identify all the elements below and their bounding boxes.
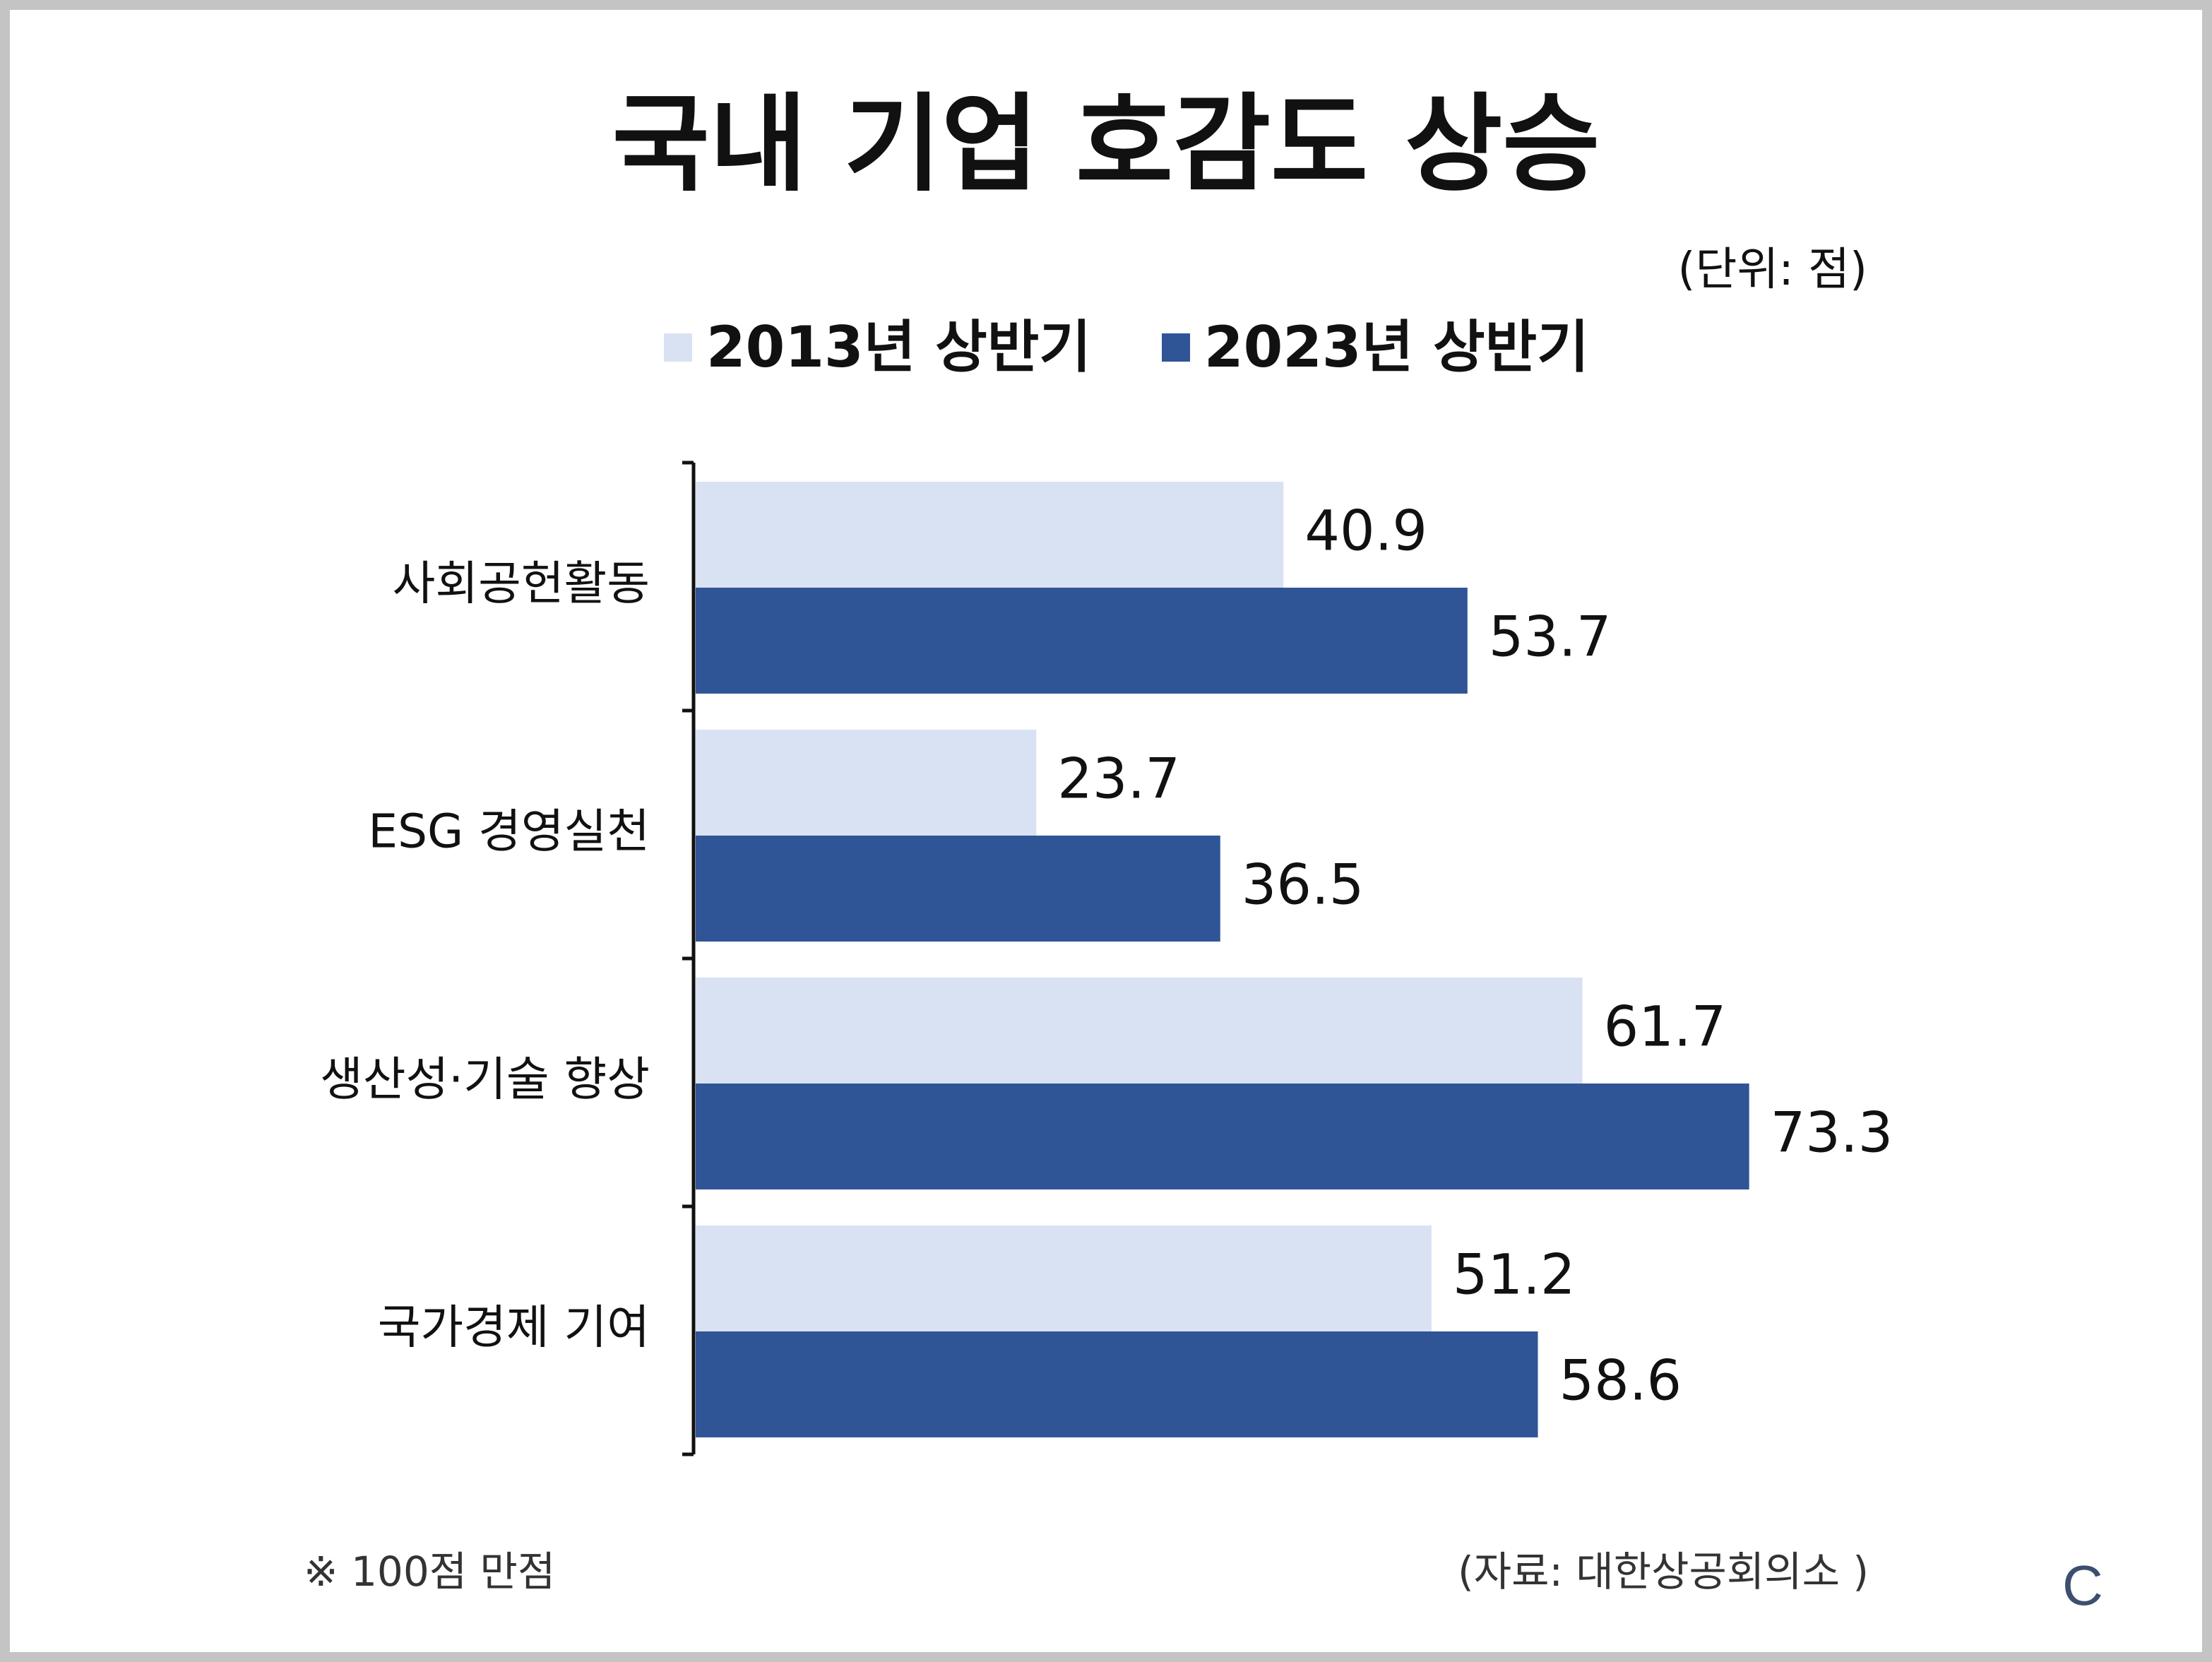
- bar-2023: [696, 836, 1220, 942]
- bar-2023: [696, 588, 1468, 694]
- data-label: 58.6: [1559, 1349, 1682, 1413]
- bar-2013: [696, 978, 1583, 1084]
- source-note: (자료: 대한상공회의소 ): [1458, 1548, 1869, 1596]
- footnote: ※ 100점 만점: [304, 1548, 556, 1596]
- legend-swatch-2023: [1161, 333, 1190, 362]
- legend: 2013년 상반기 2023년 상반기: [664, 319, 1589, 376]
- data-label: 61.7: [1604, 995, 1727, 1059]
- data-label: 40.9: [1304, 499, 1427, 563]
- category-label: 생산성·기술 향상: [320, 1052, 650, 1107]
- data-label: 51.2: [1453, 1243, 1576, 1307]
- unit-label: (단위: 점): [1677, 244, 1867, 296]
- legend-label-2013: 2013년 상반기: [706, 314, 1091, 380]
- category-label: 사회공헌활동: [393, 557, 650, 611]
- bar-2013: [696, 482, 1284, 588]
- legend-item-2023: 2023년 상반기: [1161, 314, 1589, 380]
- data-label: 36.5: [1242, 853, 1364, 917]
- legend-label-2023: 2023년 상반기: [1203, 314, 1589, 380]
- bar-2023: [696, 1331, 1538, 1437]
- bar-2023: [696, 1084, 1749, 1189]
- bar-2013: [696, 730, 1037, 836]
- bar-2013: [696, 1225, 1432, 1331]
- legend-swatch-2013: [664, 333, 692, 362]
- legend-item-2013: 2013년 상반기: [664, 319, 1091, 376]
- chart-title: 국내 기업 호감도 상승: [612, 83, 1600, 206]
- category-label: 국가경제 기여: [378, 1300, 650, 1355]
- data-label: 73.3: [1771, 1101, 1893, 1165]
- data-label: 23.7: [1057, 747, 1180, 811]
- category-label: ESG 경영실천: [368, 805, 650, 859]
- publisher-logo: C: [2062, 1554, 2103, 1617]
- data-label: 53.7: [1489, 605, 1612, 669]
